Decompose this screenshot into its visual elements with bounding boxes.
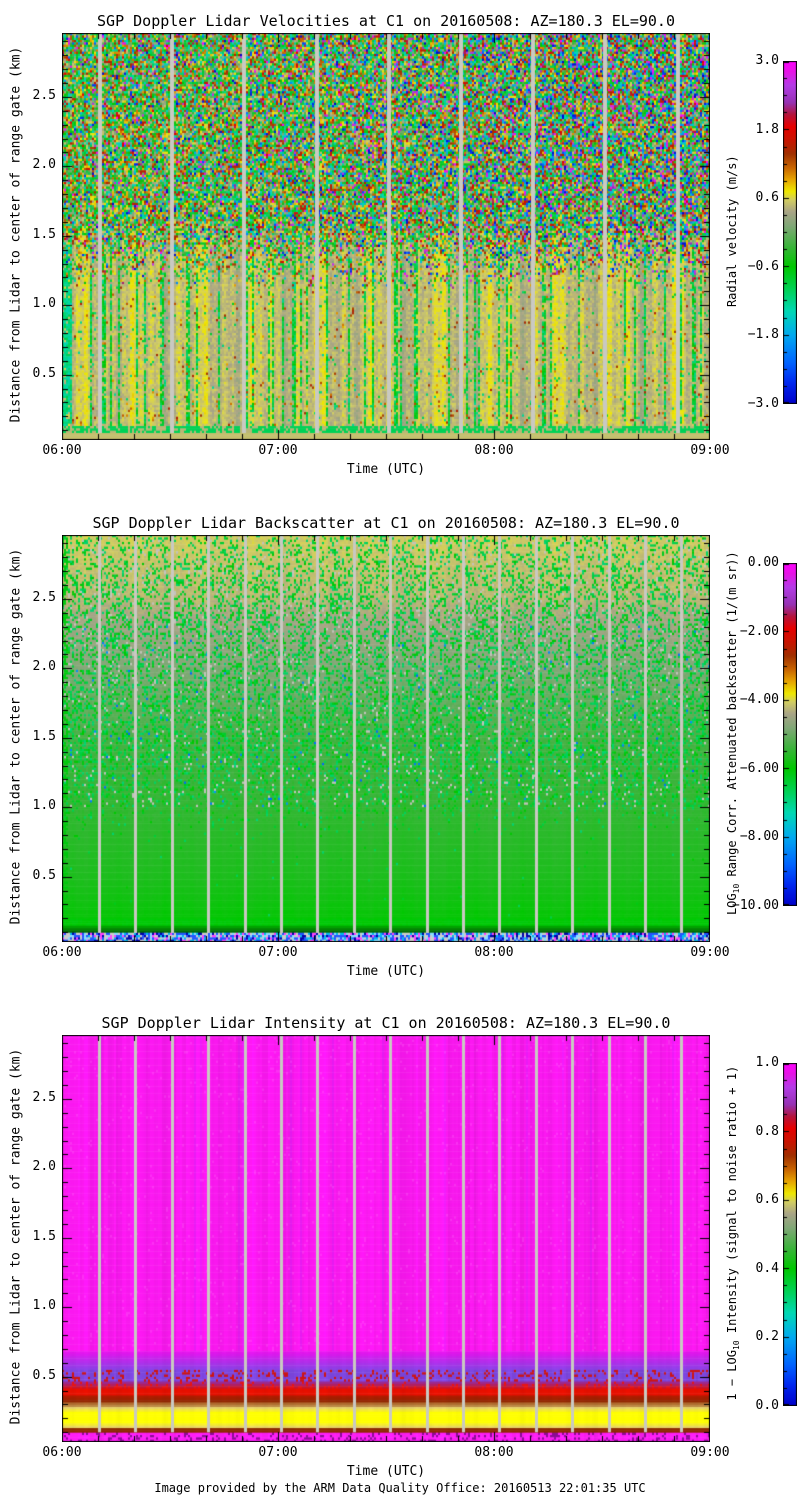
colorbar-label-sub: 10 bbox=[732, 883, 742, 894]
x-axis-label: Time (UTC) bbox=[346, 1464, 426, 1479]
colorbar-tick-label: −1.8 bbox=[747, 327, 779, 342]
y-tick-label: 0.5 bbox=[32, 366, 56, 381]
colorbar-tick-label: −8.00 bbox=[739, 829, 779, 844]
y-tick-label: 0.5 bbox=[32, 1368, 56, 1383]
chart-title: SGP Doppler Lidar Backscatter at C1 on 2… bbox=[92, 514, 680, 532]
backscatter-heatmap-canvas bbox=[62, 535, 710, 942]
y-tick-label: 1.5 bbox=[32, 227, 56, 242]
colorbar-tick-label: 1.8 bbox=[755, 122, 779, 137]
provenance-caption: Image provided by the ARM Data Quality O… bbox=[154, 1481, 646, 1495]
y-tick-label: 2.5 bbox=[32, 1090, 56, 1105]
x-axis-label: Time (UTC) bbox=[346, 462, 426, 477]
y-tick-label: 1.0 bbox=[32, 1298, 56, 1313]
x-tick-label: 08:00 bbox=[474, 443, 514, 458]
x-tick-label: 06:00 bbox=[42, 1445, 82, 1460]
y-tick-label: 1.5 bbox=[32, 729, 56, 744]
y-tick-label: 2.5 bbox=[32, 590, 56, 605]
colorbar-label-text: Radial velocity (m/s) bbox=[724, 155, 739, 308]
colorbar-tick-label: −10.00 bbox=[732, 898, 779, 913]
colorbar-tick-label: 1.0 bbox=[755, 1055, 779, 1070]
colorbar-label-text: 1 − LOG bbox=[724, 1350, 739, 1401]
chart-title: SGP Doppler Lidar Velocities at C1 on 20… bbox=[97, 12, 675, 30]
colorbar-tick-label: 0.00 bbox=[747, 555, 779, 570]
x-tick-label: 09:00 bbox=[690, 443, 730, 458]
y-tick-label: 1.5 bbox=[32, 1229, 56, 1244]
y-tick-label: 0.5 bbox=[32, 868, 56, 883]
backscatter-chart: SGP Doppler Lidar Backscatter at C1 on 2… bbox=[0, 502, 800, 1004]
x-tick-label: 09:00 bbox=[690, 1445, 730, 1460]
colorbar-tick-label: −2.00 bbox=[739, 624, 779, 639]
x-tick-label: 06:00 bbox=[42, 945, 82, 960]
intensity-chart: SGP Doppler Lidar Intensity at C1 on 201… bbox=[0, 1002, 800, 1500]
colorbar-tick-label: −3.0 bbox=[747, 396, 779, 411]
velocity-chart: SGP Doppler Lidar Velocities at C1 on 20… bbox=[0, 0, 800, 502]
y-tick-label: 2.0 bbox=[32, 659, 56, 674]
x-tick-label: 07:00 bbox=[258, 443, 298, 458]
y-tick-label: 2.5 bbox=[32, 88, 56, 103]
x-tick-label: 08:00 bbox=[474, 1445, 514, 1460]
backscatter-colorbar-canvas bbox=[783, 563, 797, 906]
colorbar-tick-label: 0.0 bbox=[755, 1398, 779, 1413]
velocity-heatmap-canvas bbox=[62, 33, 710, 440]
colorbar-tick-label: 0.8 bbox=[755, 1124, 779, 1139]
intensity-heatmap-canvas bbox=[62, 1035, 710, 1442]
x-tick-label: 07:00 bbox=[258, 945, 298, 960]
colorbar-tick-label: 0.6 bbox=[755, 1192, 779, 1207]
x-tick-label: 09:00 bbox=[690, 945, 730, 960]
y-tick-label: 1.0 bbox=[32, 296, 56, 311]
intensity-colorbar-canvas bbox=[783, 1063, 797, 1406]
colorbar-tick-label: 0.6 bbox=[755, 190, 779, 205]
x-tick-label: 08:00 bbox=[474, 945, 514, 960]
colorbar-label: LOG10 Range Corr. Attenuated backscatter… bbox=[725, 473, 741, 993]
y-tick-label: 2.0 bbox=[32, 157, 56, 172]
colorbar-label: 1 − LOG10 Intensity (signal to noise rat… bbox=[725, 973, 741, 1493]
x-axis-label: Time (UTC) bbox=[346, 964, 426, 979]
velocity-colorbar-canvas bbox=[783, 61, 797, 404]
colorbar-tick-label: −6.00 bbox=[739, 761, 779, 776]
x-tick-label: 06:00 bbox=[42, 443, 82, 458]
colorbar-label: Radial velocity (m/s) bbox=[725, 0, 741, 491]
chart-title: SGP Doppler Lidar Intensity at C1 on 201… bbox=[101, 1014, 671, 1032]
colorbar-tick-label: 0.2 bbox=[755, 1329, 779, 1344]
x-tick-label: 07:00 bbox=[258, 1445, 298, 1460]
colorbar-tick-label: −0.6 bbox=[747, 259, 779, 274]
colorbar-tick-label: 3.0 bbox=[755, 53, 779, 68]
colorbar-tick-label: 0.4 bbox=[755, 1261, 779, 1276]
y-tick-label: 2.0 bbox=[32, 1159, 56, 1174]
colorbar-tick-label: −4.00 bbox=[739, 692, 779, 707]
y-tick-label: 1.0 bbox=[32, 798, 56, 813]
